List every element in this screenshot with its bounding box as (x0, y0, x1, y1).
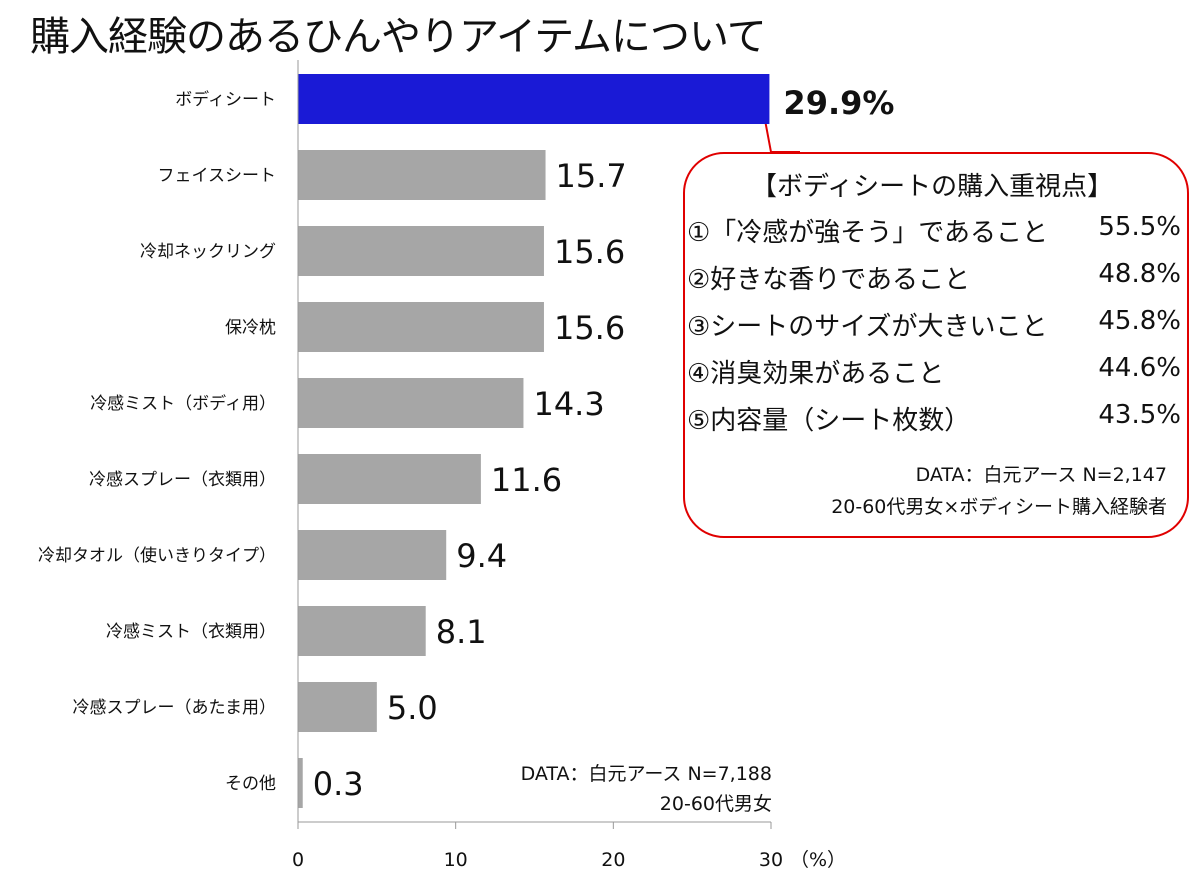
category-label: 冷感スプレー（あたま用） (73, 698, 277, 718)
value-label: 0.3 (313, 765, 364, 803)
bar (298, 226, 544, 276)
chart-source-2: 20-60代男女 (660, 793, 772, 815)
callout-source-2: 20-60代男女×ボディシート購入経験者 (831, 496, 1167, 518)
bar (298, 758, 303, 808)
bar (298, 302, 544, 352)
category-label: ボディシート (175, 89, 276, 110)
category-label: 冷感スプレー（衣類用） (89, 470, 276, 490)
x-axis-unit: （%） (790, 849, 846, 871)
x-tick-label: 10 (444, 849, 468, 871)
bar (298, 606, 426, 656)
bar (298, 682, 377, 732)
callout-heading: 【ボディシートの購入重視点】 (751, 172, 1114, 202)
value-label: 5.0 (387, 689, 438, 727)
callout-source-1: DATA：白元アース N=2,147 (915, 464, 1167, 486)
callout-item-label: ①「冷感が強そう」であること (687, 218, 1049, 248)
value-label: 11.6 (491, 461, 562, 499)
value-label: 8.1 (436, 613, 487, 651)
value-label: 29.9% (783, 84, 894, 122)
value-label: 9.4 (456, 537, 507, 575)
callout-item-value: 45.8% (1098, 306, 1181, 336)
callout-item-value: 55.5% (1098, 212, 1181, 242)
callout-pointer (764, 119, 800, 153)
callout-item-label: ⑤内容量（シート枚数） (687, 406, 971, 436)
value-label: 15.6 (554, 309, 625, 347)
x-tick-label: 30 (759, 849, 783, 871)
category-label: その他 (225, 774, 276, 794)
body-sheet-callout: 【ボディシートの購入重視点】 ①「冷感が強そう」であること 55.5% ②好きな香り… (683, 152, 1189, 538)
value-label: 15.7 (556, 157, 627, 195)
category-label: 冷感ミスト（衣類用） (106, 622, 276, 642)
chart-source-1: DATA：白元アース N=7,188 (521, 763, 772, 785)
x-tick-label: 0 (292, 849, 304, 871)
category-label: 冷却ネックリング (140, 242, 276, 262)
x-tick-label: 20 (601, 849, 625, 871)
bar (298, 530, 447, 580)
callout-item-label: ②好きな香りであること (687, 265, 971, 295)
callout-item-value: 48.8% (1098, 259, 1181, 289)
bar (298, 378, 524, 428)
value-label: 15.6 (554, 233, 625, 271)
category-label: 冷感ミスト（ボディ用） (90, 393, 276, 414)
category-label: 保冷枕 (225, 318, 276, 338)
category-label: 冷却タオル（使いきりタイプ） (38, 545, 276, 566)
bar (298, 74, 770, 124)
category-label: フェイスシート (158, 166, 277, 186)
callout-item-value: 43.5% (1098, 400, 1181, 430)
value-label: 14.3 (533, 385, 604, 423)
callout-item-label: ④消臭効果があること (687, 359, 945, 389)
bar (298, 454, 481, 504)
callout-item-value: 44.6% (1098, 353, 1181, 383)
callout-item-label: ③シートのサイズが大きいこと (687, 312, 1048, 342)
page-title: 購入経験のあるひんやりアイテムについて (30, 14, 767, 60)
bar (298, 150, 546, 200)
